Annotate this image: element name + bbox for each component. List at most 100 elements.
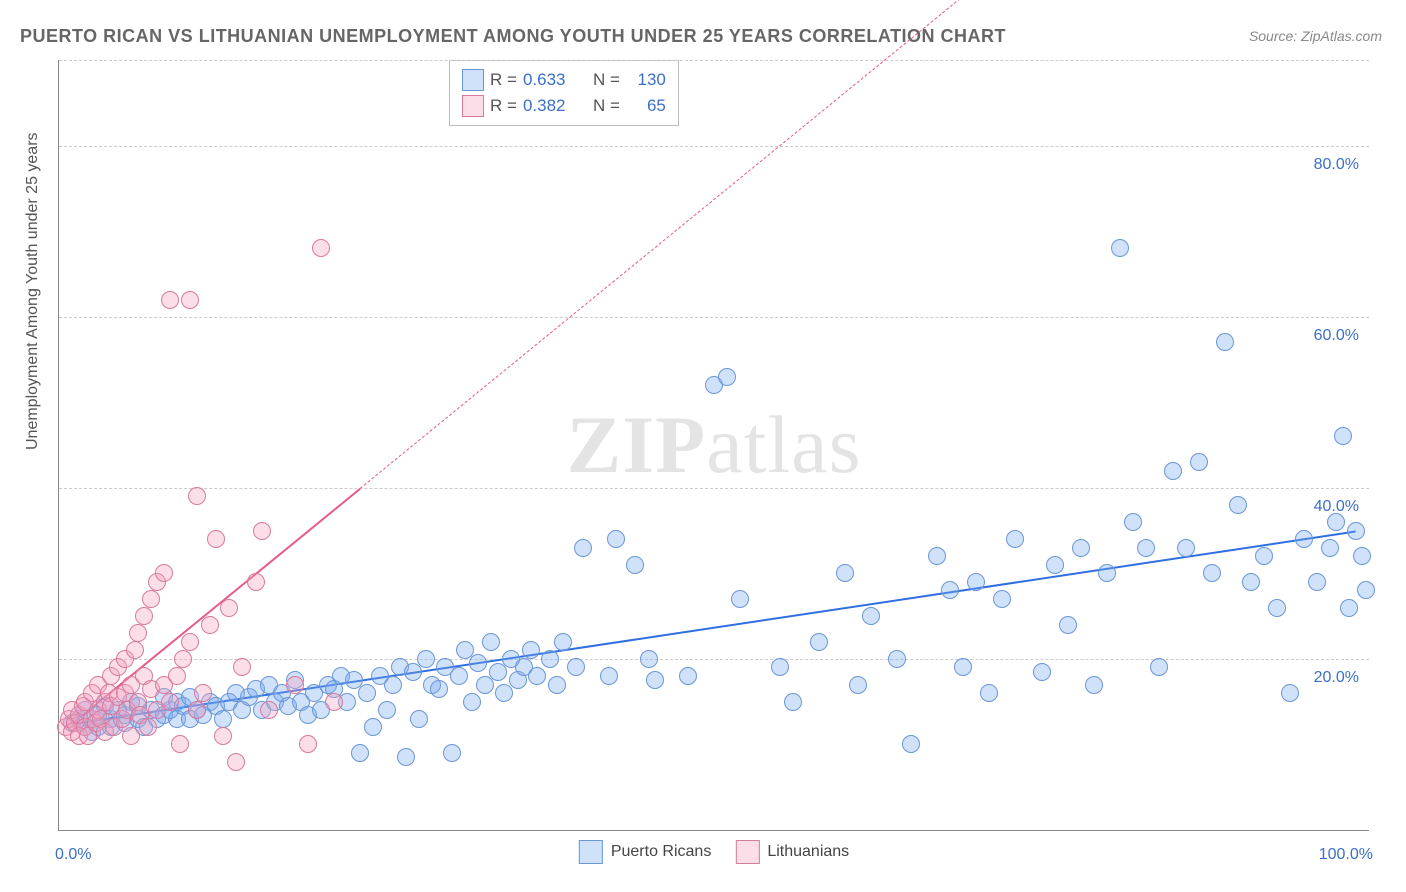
data-point xyxy=(954,658,972,676)
data-point xyxy=(286,676,304,694)
y-tick-label: 80.0% xyxy=(1314,156,1359,174)
series-name: Puerto Ricans xyxy=(611,843,712,861)
data-point xyxy=(135,607,153,625)
data-point xyxy=(1268,599,1286,617)
gridline xyxy=(59,488,1369,489)
data-point xyxy=(129,624,147,642)
data-point xyxy=(1203,564,1221,582)
data-point xyxy=(155,564,173,582)
data-point xyxy=(168,667,186,685)
data-point xyxy=(1046,556,1064,574)
data-point xyxy=(1111,239,1129,257)
data-point xyxy=(397,748,415,766)
data-point xyxy=(1357,581,1375,599)
data-point xyxy=(836,564,854,582)
y-tick-label: 20.0% xyxy=(1314,669,1359,687)
data-point xyxy=(528,667,546,685)
data-point xyxy=(174,650,192,668)
data-point xyxy=(862,607,880,625)
data-point xyxy=(607,530,625,548)
data-point xyxy=(574,539,592,557)
gridline xyxy=(59,317,1369,318)
n-value: 65 xyxy=(626,96,666,116)
data-point xyxy=(548,676,566,694)
y-axis-label: Unemployment Among Youth under 25 years xyxy=(24,132,42,450)
data-point xyxy=(201,616,219,634)
data-point xyxy=(1177,539,1195,557)
data-point xyxy=(207,530,225,548)
data-point xyxy=(1327,513,1345,531)
data-point xyxy=(718,368,736,386)
data-point xyxy=(1334,427,1352,445)
data-point xyxy=(358,684,376,702)
watermark-zip: ZIP xyxy=(567,399,707,490)
data-point xyxy=(771,658,789,676)
data-point xyxy=(194,684,212,702)
source-attribution: Source: ZipAtlas.com xyxy=(1249,28,1382,44)
data-point xyxy=(482,633,500,651)
data-point xyxy=(640,650,658,668)
data-point xyxy=(410,710,428,728)
legend-swatch xyxy=(462,69,484,91)
data-point xyxy=(122,727,140,745)
r-value: 0.382 xyxy=(523,96,579,116)
data-point xyxy=(1098,564,1116,582)
data-point xyxy=(142,590,160,608)
data-point xyxy=(450,667,468,685)
data-point xyxy=(849,676,867,694)
data-point xyxy=(646,671,664,689)
legend-swatch xyxy=(462,95,484,117)
data-point xyxy=(384,676,402,694)
data-point xyxy=(554,633,572,651)
data-point xyxy=(993,590,1011,608)
data-point xyxy=(567,658,585,676)
chart-title: PUERTO RICAN VS LITHUANIAN UNEMPLOYMENT … xyxy=(20,26,1006,47)
data-point xyxy=(181,633,199,651)
data-point xyxy=(522,641,540,659)
trend-line xyxy=(72,531,1356,725)
legend-swatch xyxy=(579,840,603,864)
data-point xyxy=(214,727,232,745)
data-point xyxy=(1137,539,1155,557)
watermark-atlas: atlas xyxy=(706,399,861,490)
data-point xyxy=(1347,522,1365,540)
data-point xyxy=(351,744,369,762)
data-point xyxy=(1353,547,1371,565)
data-point xyxy=(810,633,828,651)
data-point xyxy=(1321,539,1339,557)
watermark: ZIPatlas xyxy=(567,398,862,492)
data-point xyxy=(171,735,189,753)
data-point xyxy=(1308,573,1326,591)
data-point xyxy=(1006,530,1024,548)
gridline xyxy=(59,146,1369,147)
data-point xyxy=(463,693,481,711)
data-point xyxy=(430,680,448,698)
source-name: ZipAtlas.com xyxy=(1301,28,1382,44)
data-point xyxy=(928,547,946,565)
data-point xyxy=(260,701,278,719)
series-legend: Puerto Ricans Lithuanians xyxy=(579,840,849,864)
data-point xyxy=(1059,616,1077,634)
correlation-legend-row: R =0.633N =130 xyxy=(462,67,666,93)
data-point xyxy=(299,735,317,753)
data-point xyxy=(181,291,199,309)
r-value: 0.633 xyxy=(523,70,579,90)
data-point xyxy=(161,693,179,711)
data-point xyxy=(1072,539,1090,557)
data-point xyxy=(1255,547,1273,565)
data-point xyxy=(161,291,179,309)
series-legend-item: Lithuanians xyxy=(735,840,849,864)
data-point xyxy=(941,581,959,599)
n-label: N = xyxy=(593,70,620,90)
data-point xyxy=(541,650,559,668)
data-point xyxy=(312,239,330,257)
legend-swatch xyxy=(735,840,759,864)
data-point xyxy=(784,693,802,711)
data-point xyxy=(1340,599,1358,617)
data-point xyxy=(443,744,461,762)
data-point xyxy=(967,573,985,591)
data-point xyxy=(233,658,251,676)
data-point xyxy=(126,641,144,659)
x-tick-label: 0.0% xyxy=(55,846,91,864)
n-value: 130 xyxy=(626,70,666,90)
